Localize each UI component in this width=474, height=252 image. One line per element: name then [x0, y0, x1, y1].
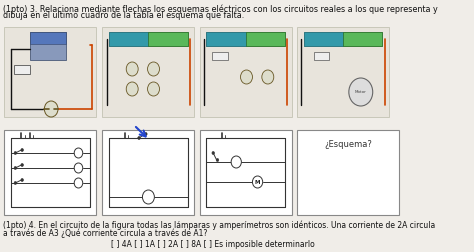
- Text: (1pto) 4. En el circuito de la figura todas las lámparas y amperímetros son idén: (1pto) 4. En el circuito de la figura to…: [2, 220, 435, 230]
- Bar: [206, 32, 285, 46]
- Circle shape: [21, 178, 23, 181]
- Text: Motor: Motor: [355, 90, 367, 94]
- Bar: [109, 32, 188, 46]
- Circle shape: [138, 137, 140, 140]
- Circle shape: [21, 164, 23, 167]
- Bar: [343, 32, 382, 46]
- Bar: [304, 32, 382, 46]
- Circle shape: [231, 156, 241, 168]
- Bar: [148, 32, 188, 46]
- Bar: [304, 32, 343, 46]
- Bar: [314, 52, 329, 60]
- Bar: [15, 65, 30, 74]
- Circle shape: [262, 70, 274, 84]
- Circle shape: [142, 190, 155, 204]
- Circle shape: [253, 176, 263, 188]
- Circle shape: [21, 148, 23, 151]
- Circle shape: [240, 70, 253, 84]
- Bar: [297, 130, 399, 215]
- Circle shape: [349, 78, 373, 106]
- Circle shape: [126, 62, 138, 76]
- Bar: [206, 32, 246, 46]
- Bar: [30, 32, 66, 60]
- Bar: [212, 52, 228, 60]
- Bar: [4, 27, 96, 117]
- Circle shape: [14, 167, 17, 170]
- Text: a través de A3 ¿Qué corriente circula a través de A1?: a través de A3 ¿Qué corriente circula a …: [2, 228, 207, 237]
- Bar: [200, 27, 292, 117]
- Bar: [200, 130, 292, 215]
- Text: [ ] 4A [ ] 1A [ ] 2A [ ] 8A [ ] Es imposible determinarlo: [ ] 4A [ ] 1A [ ] 2A [ ] 8A [ ] Es impos…: [111, 240, 315, 249]
- Bar: [102, 130, 194, 215]
- Bar: [246, 32, 285, 46]
- Circle shape: [126, 82, 138, 96]
- Bar: [102, 27, 194, 117]
- Circle shape: [147, 62, 159, 76]
- Circle shape: [45, 101, 58, 117]
- Circle shape: [74, 163, 83, 173]
- Circle shape: [147, 82, 159, 96]
- Circle shape: [74, 148, 83, 158]
- Circle shape: [74, 178, 83, 188]
- Circle shape: [216, 159, 219, 162]
- Text: ¿Esquema?: ¿Esquema?: [324, 140, 372, 149]
- Text: (1pto) 3. Relaciona mediante flechas los esquemas eléctricos con los circuitos r: (1pto) 3. Relaciona mediante flechas los…: [2, 4, 438, 14]
- Bar: [297, 27, 389, 117]
- Bar: [109, 32, 148, 46]
- Text: M: M: [255, 179, 260, 184]
- Bar: [4, 130, 96, 215]
- Circle shape: [14, 181, 17, 184]
- Circle shape: [14, 151, 17, 154]
- Circle shape: [212, 151, 215, 154]
- Text: dibuja en el ultimo cuadro de la tabla el esquema que falta.: dibuja en el ultimo cuadro de la tabla e…: [2, 11, 244, 20]
- Circle shape: [145, 133, 147, 136]
- Bar: [30, 32, 66, 44]
